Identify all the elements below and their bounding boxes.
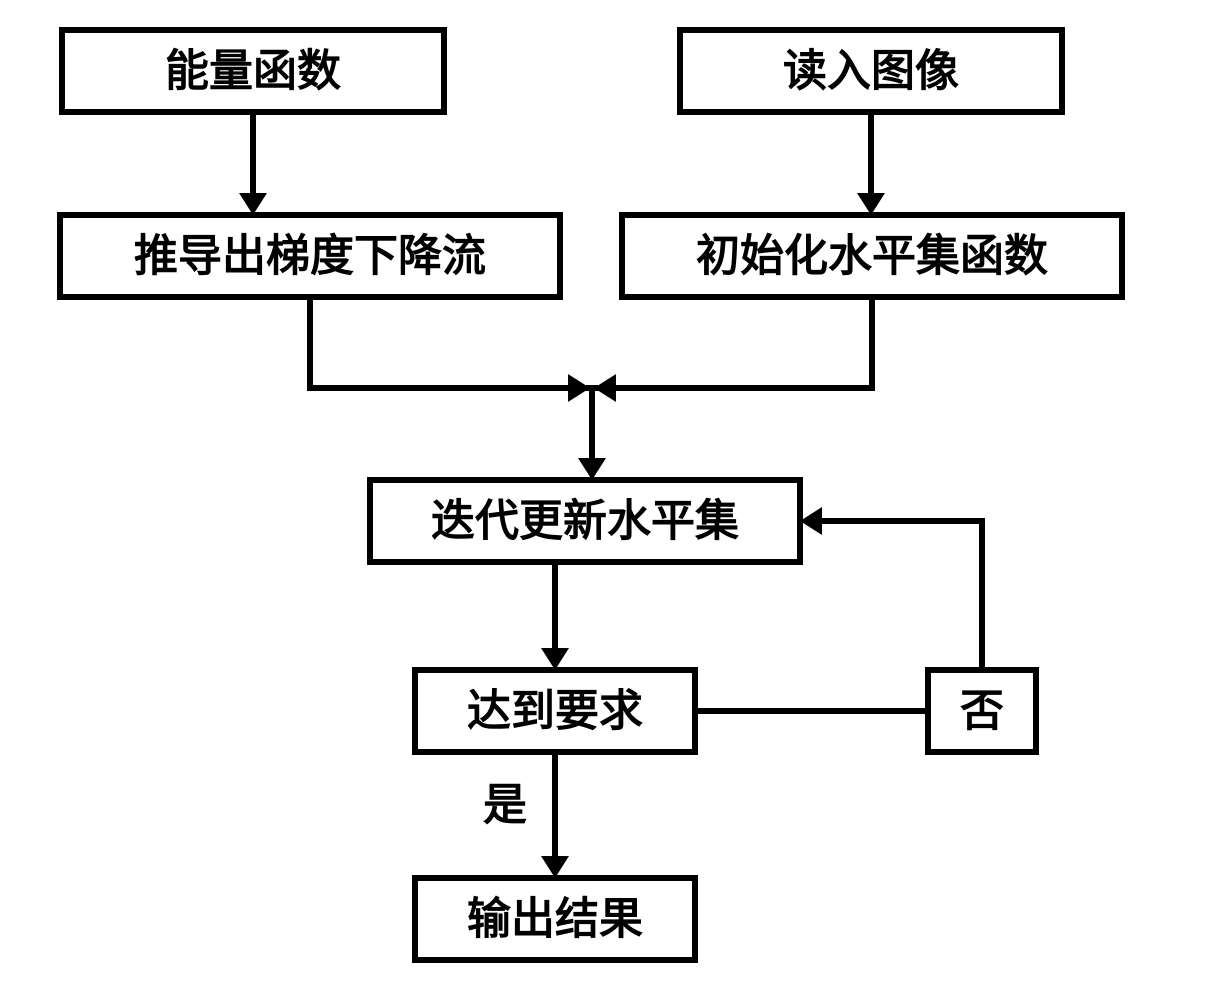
flow-node-label: 输出结果 (467, 895, 643, 944)
flow-node-label: 推导出梯度下降流 (134, 232, 486, 281)
flow-node-n3: 推导出梯度下降流 (60, 215, 560, 297)
flow-node-label: 能量函数 (165, 47, 341, 96)
flow-node-n5: 迭代更新水平集 (370, 480, 800, 562)
flowchart-container: 能量函数 读入图像推导出梯度下降流 初始化水平集函数迭代更新水平集达到要求 否输出结果… (0, 0, 1205, 991)
edge-label-yes: 是 (483, 781, 527, 830)
flow-node-n2: 读入图像 (680, 30, 1062, 112)
flow-node-n6: 达到要求 (415, 670, 695, 752)
labels: 是 (483, 781, 527, 830)
flow-node-n7: 否 (928, 670, 1036, 752)
flow-node-n4: 初始化水平集函数 (622, 215, 1122, 297)
flow-node-n8: 输出结果 (415, 878, 695, 960)
flow-node-label: 达到要求 (467, 687, 643, 736)
flow-node-label: 读入图像 (783, 47, 959, 96)
flow-node-label: 否 (960, 687, 1004, 736)
flow-node-n1: 能量函数 (62, 30, 444, 112)
flow-node-label: 迭代更新水平集 (431, 497, 739, 546)
nodes: 能量函数 读入图像推导出梯度下降流 初始化水平集函数迭代更新水平集达到要求 否输出结果 (60, 30, 1122, 960)
flow-node-label: 初始化水平集函数 (696, 232, 1048, 281)
